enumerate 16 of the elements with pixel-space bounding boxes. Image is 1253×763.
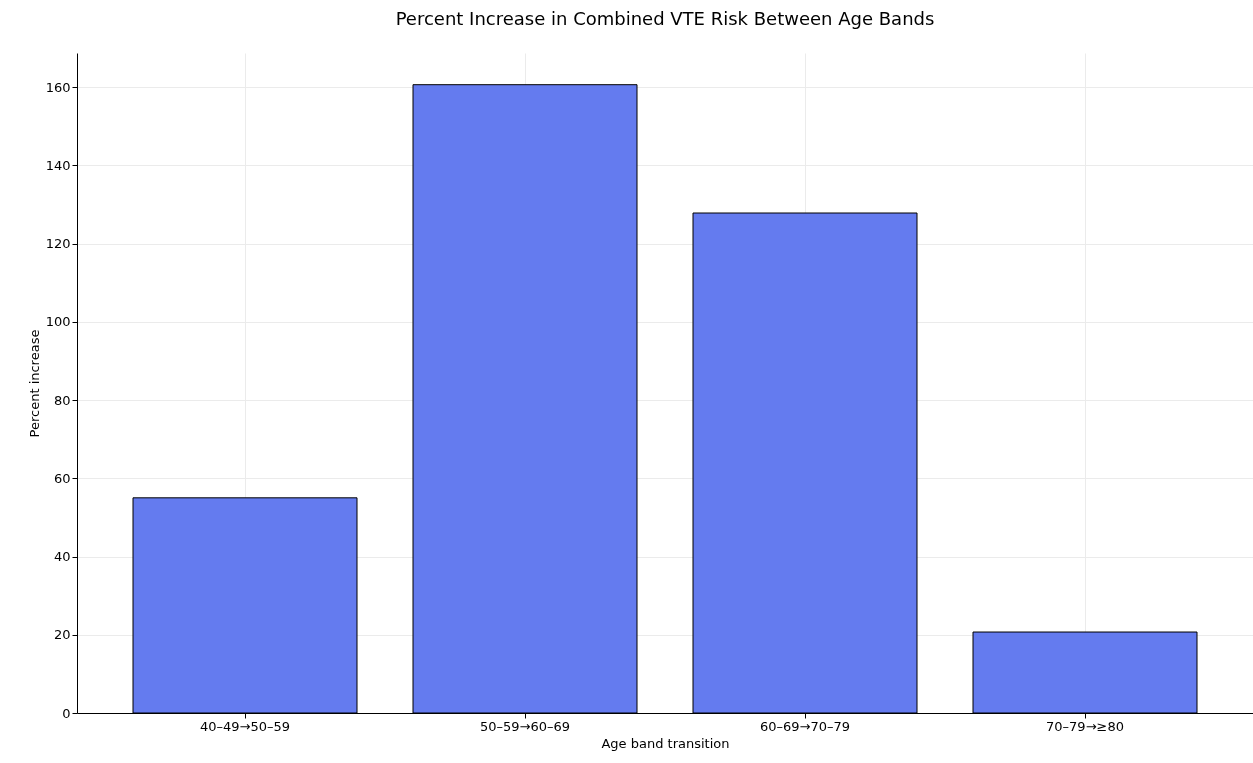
y-axis-title: Percent increase <box>26 329 42 438</box>
y-tick-label: 100 <box>45 314 71 330</box>
x-axis-title: Age band transition <box>601 735 730 751</box>
x-tick-label: 60–69→70–79 <box>759 718 851 734</box>
y-tick-label: 40 <box>53 549 71 565</box>
x-tick-label: 50–59→60–69 <box>479 718 571 734</box>
y-tick-label: 20 <box>53 627 71 643</box>
y-tick-label: 60 <box>53 470 71 486</box>
x-tick-label: 40–49→50–59 <box>199 718 291 734</box>
y-tick-label: 140 <box>45 157 71 173</box>
y-tick-label: 160 <box>45 79 71 95</box>
y-tick-label: 120 <box>45 236 71 252</box>
y-tick-label: 0 <box>62 705 71 721</box>
chart-title: Percent Increase in Combined VTE Risk Between Age Bands <box>395 8 935 29</box>
x-tick-label: 70–79→≥80 <box>1046 718 1124 734</box>
y-tick-label: 80 <box>53 392 71 408</box>
